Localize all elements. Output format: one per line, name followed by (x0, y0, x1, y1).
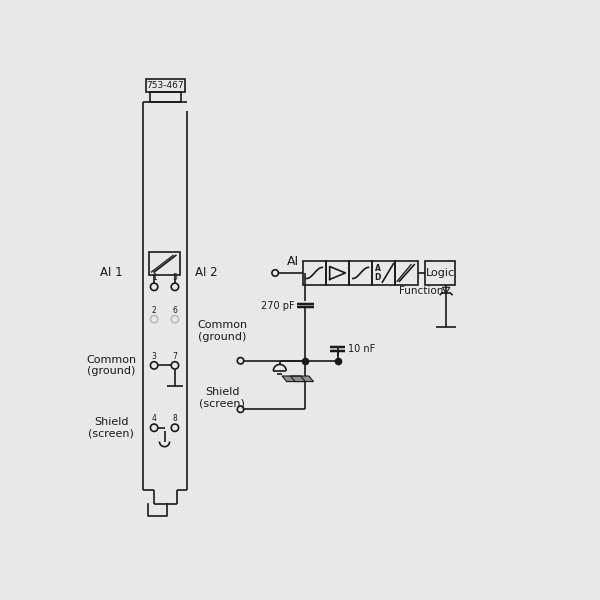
Text: 4: 4 (152, 414, 157, 423)
Text: Common
(ground): Common (ground) (197, 320, 247, 341)
Text: 270 pF: 270 pF (261, 301, 295, 311)
Text: Common
(ground): Common (ground) (86, 355, 136, 376)
Text: Logic: Logic (426, 268, 455, 278)
Text: AI 2: AI 2 (194, 266, 217, 280)
Text: Shield
(screen): Shield (screen) (199, 387, 245, 409)
Text: AI 1: AI 1 (100, 266, 122, 280)
Text: 2: 2 (152, 305, 157, 314)
Text: Function: Function (400, 286, 444, 296)
Polygon shape (290, 376, 314, 382)
Text: 6: 6 (172, 305, 178, 314)
Text: 3: 3 (152, 352, 157, 361)
Polygon shape (282, 376, 305, 382)
Text: AI: AI (287, 256, 299, 268)
Text: 10 nF: 10 nF (347, 344, 375, 354)
Text: 5: 5 (172, 273, 178, 282)
Text: 1: 1 (152, 273, 157, 282)
Text: D: D (374, 272, 381, 281)
Text: 7: 7 (172, 352, 178, 361)
Text: A: A (375, 265, 380, 274)
Text: 753-467: 753-467 (146, 81, 184, 90)
Text: 8: 8 (173, 414, 177, 423)
Text: Shield
(screen): Shield (screen) (88, 417, 134, 439)
